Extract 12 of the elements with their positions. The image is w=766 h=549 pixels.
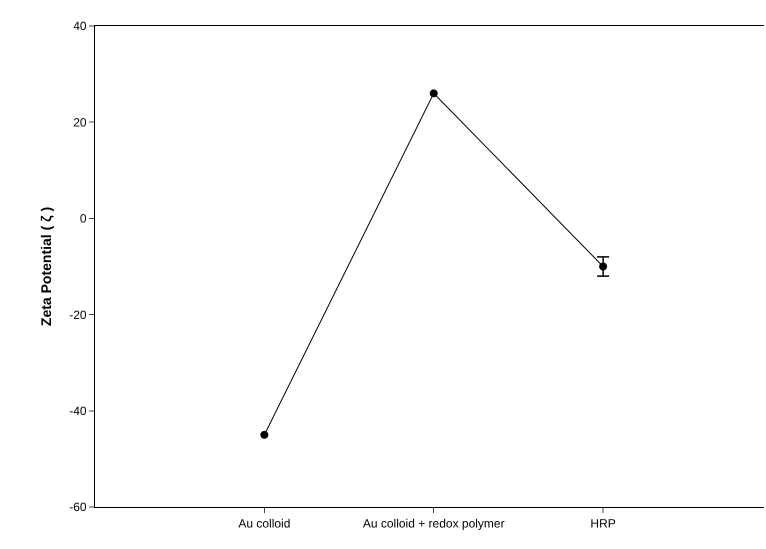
y-tick-label: -60 [69,500,87,514]
y-tick-label: 20 [73,115,87,130]
y-tick-label: -40 [69,404,87,418]
x-tick-label: Au colloid [238,516,290,530]
y-tick-label: 0 [80,212,87,226]
y-tick-label: 40 [73,19,87,34]
x-tick-label: HRP [590,516,616,530]
point [260,430,268,439]
y-axis-title: Zeta Potential ( ζ ) [38,206,54,326]
point [430,89,438,98]
x-tick-label: Au colloid + redox polymer [362,516,505,530]
y-tick-label: -20 [69,308,87,322]
